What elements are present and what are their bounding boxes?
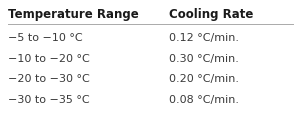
- Text: Temperature Range: Temperature Range: [8, 8, 138, 21]
- Text: Cooling Rate: Cooling Rate: [169, 8, 254, 21]
- Text: −5 to −10 °C: −5 to −10 °C: [8, 33, 82, 43]
- Text: −10 to −20 °C: −10 to −20 °C: [8, 54, 89, 64]
- Text: 0.30 °C/min.: 0.30 °C/min.: [169, 54, 239, 64]
- Text: 0.12 °C/min.: 0.12 °C/min.: [169, 33, 239, 43]
- Text: −30 to −35 °C: −30 to −35 °C: [8, 95, 89, 105]
- Text: 0.08 °C/min.: 0.08 °C/min.: [169, 95, 239, 105]
- Text: −20 to −30 °C: −20 to −30 °C: [8, 74, 89, 84]
- Text: 0.20 °C/min.: 0.20 °C/min.: [169, 74, 239, 84]
